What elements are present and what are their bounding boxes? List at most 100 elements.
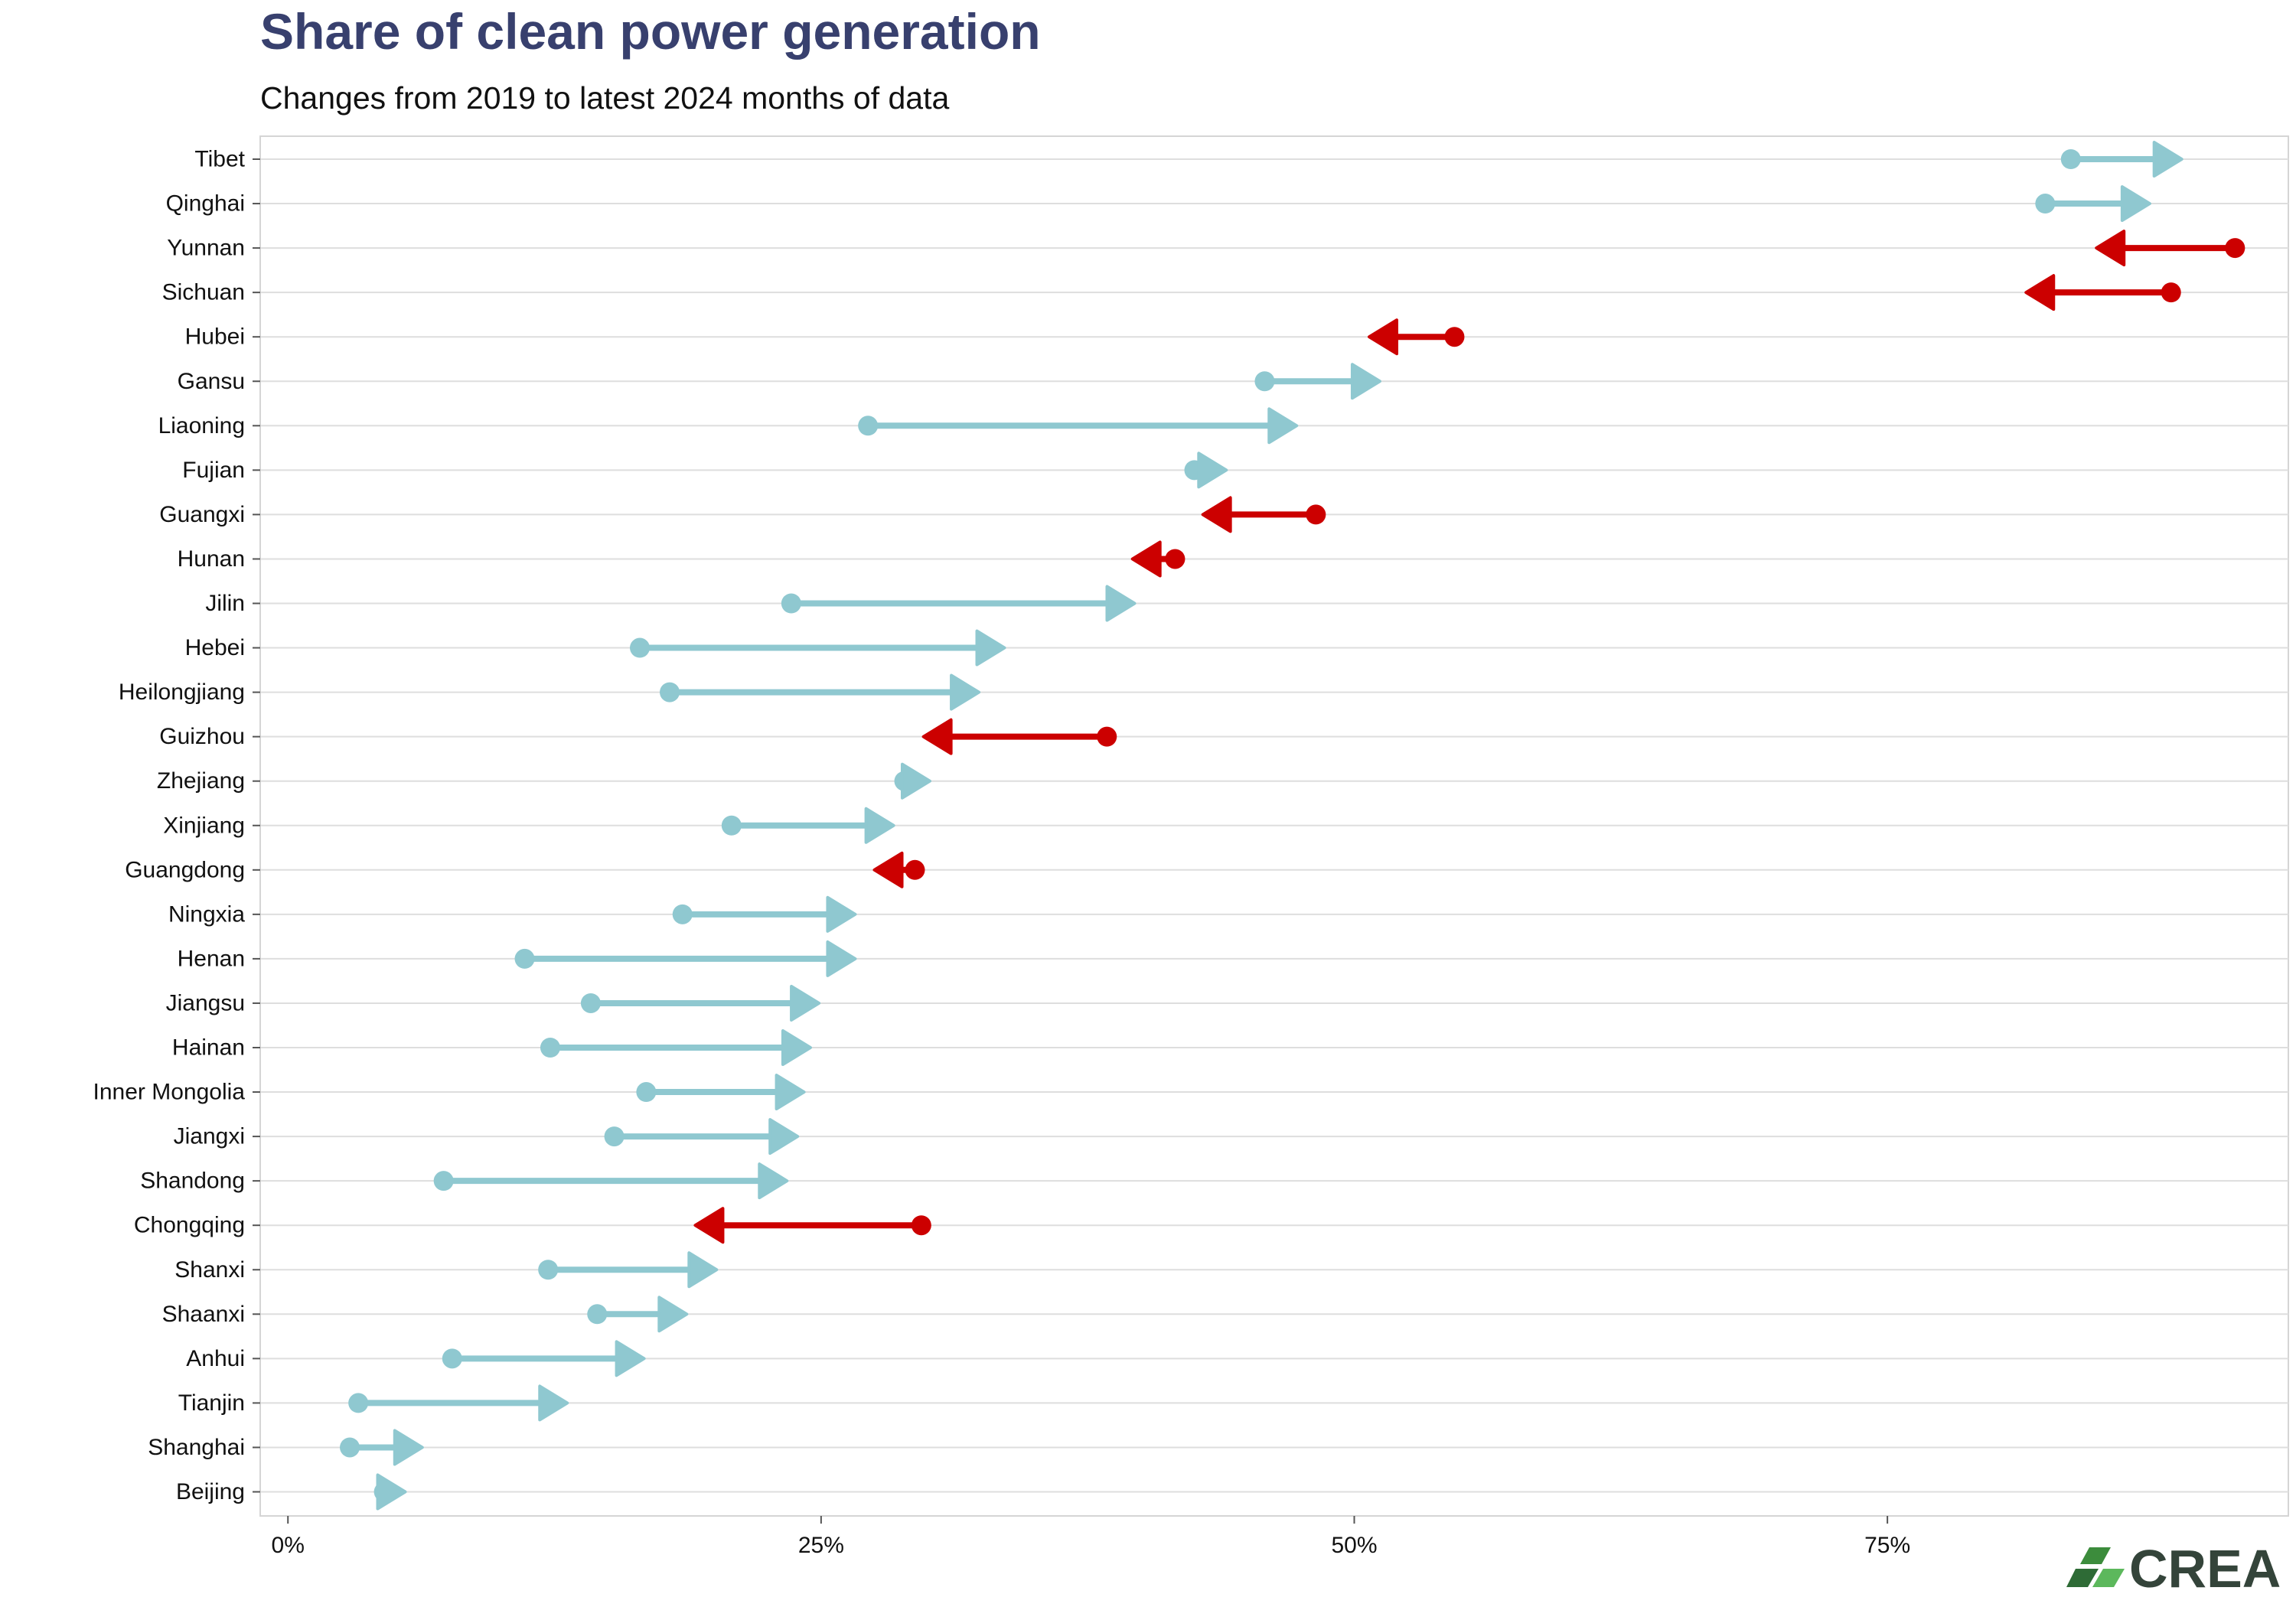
y-label: Zhejiang — [157, 768, 245, 794]
arrow-head — [1368, 318, 1398, 356]
arrow-guizhou — [921, 718, 1117, 755]
start-point — [660, 682, 680, 702]
arrow-head — [2095, 230, 2126, 267]
arrows — [340, 141, 2245, 1511]
y-label: Inner Mongolia — [93, 1080, 246, 1105]
start-point — [672, 904, 693, 924]
start-point — [1165, 549, 1186, 569]
start-point — [630, 637, 651, 658]
arrow-liaoning — [858, 407, 1299, 445]
arrow-head — [2024, 274, 2056, 311]
arrow-hubei — [1368, 318, 1465, 356]
start-point — [1306, 504, 1326, 525]
arrow-head — [921, 718, 953, 755]
y-label: Heilongjiang — [119, 680, 245, 705]
arrow-head — [693, 1207, 725, 1244]
start-point — [433, 1171, 454, 1191]
arrow-shandong — [433, 1162, 789, 1200]
start-point — [911, 1215, 931, 1236]
x-label: 75% — [1864, 1533, 1910, 1558]
y-label: Jiangxi — [174, 1124, 245, 1149]
start-point — [348, 1393, 369, 1413]
start-point — [2060, 149, 2081, 169]
arrow-jilin — [781, 585, 1137, 622]
start-point — [905, 859, 925, 880]
arrow-head — [615, 1340, 646, 1377]
y-label: Qinghai — [166, 191, 245, 217]
arrow-head — [1350, 363, 1381, 400]
y-axis-labels: Tibet Qinghai Yunnan Sichuan Hubei Gansu Liaon… — [93, 147, 260, 1504]
arrow-head — [1105, 585, 1137, 622]
arrow-shaanxi — [587, 1296, 689, 1333]
arrow-zhejiang — [894, 762, 931, 800]
start-point — [721, 815, 742, 836]
arrow-tibet — [2060, 141, 2183, 178]
arrow-head — [1267, 407, 1299, 445]
arrow-head — [975, 629, 1006, 667]
arrow-head — [781, 1029, 812, 1066]
x-label: 25% — [798, 1533, 844, 1558]
start-point — [781, 593, 801, 614]
start-point — [514, 948, 535, 969]
arrow-head — [687, 1251, 719, 1289]
arrow-inner-mongolia — [636, 1074, 806, 1111]
y-label: Jilin — [205, 591, 245, 616]
y-label: Guizhou — [159, 724, 245, 749]
arrow-head — [1130, 540, 1162, 578]
arrow-heilongjiang — [660, 673, 981, 711]
arrow-head — [2120, 185, 2151, 223]
start-point — [540, 1038, 560, 1058]
logo-mark-icon-3 — [2066, 1569, 2099, 1587]
y-label: Shaanxi — [162, 1302, 245, 1327]
y-label: Beijing — [176, 1479, 245, 1504]
start-point — [2035, 194, 2056, 214]
arrow-head — [826, 895, 857, 933]
arrow-shanxi — [538, 1251, 719, 1289]
y-label: Tibet — [194, 147, 245, 172]
arrow-head — [2152, 141, 2183, 178]
start-point — [2161, 282, 2181, 303]
arrow-head — [900, 762, 931, 800]
arrow-head — [393, 1429, 424, 1466]
arrow-hainan — [540, 1029, 812, 1066]
y-label: Yunnan — [167, 236, 245, 261]
y-label: Xinjiang — [163, 813, 245, 838]
y-label: Shandong — [140, 1169, 245, 1194]
arrow-head — [768, 1118, 800, 1156]
y-label: Liaoning — [158, 413, 245, 438]
start-point — [340, 1437, 360, 1458]
arrow-head — [864, 807, 895, 844]
y-label: Hebei — [185, 635, 245, 660]
chart-title: Share of clean power generation — [260, 3, 1041, 60]
start-point — [1254, 371, 1275, 392]
start-point — [2225, 238, 2245, 259]
start-point — [538, 1260, 559, 1280]
start-point — [1444, 327, 1465, 347]
y-label: Hainan — [172, 1035, 245, 1061]
start-point — [604, 1126, 625, 1147]
arrow-head — [538, 1384, 569, 1422]
arrow-tianjin — [348, 1384, 569, 1422]
arrow-head — [1201, 496, 1232, 533]
arrow-ningxia — [672, 895, 857, 933]
arrow-head — [775, 1074, 806, 1111]
arrow-beijing — [373, 1473, 407, 1511]
arrow-hunan — [1130, 540, 1186, 578]
y-label: Hubei — [185, 324, 245, 350]
y-label: Ningxia — [168, 901, 245, 927]
gridlines — [260, 158, 2288, 1493]
start-point — [587, 1304, 608, 1325]
logo-text: CREA — [2129, 1539, 2281, 1599]
logo-mark-icon — [2080, 1547, 2111, 1564]
arrow-head — [826, 940, 857, 977]
arrow-jiangsu — [580, 984, 821, 1022]
arrow-head — [790, 984, 821, 1022]
crea-logo: CREA — [2066, 1539, 2281, 1599]
arrow-chongqing — [693, 1207, 931, 1244]
logo-mark-icon-2 — [2092, 1569, 2125, 1587]
start-point — [1097, 726, 1117, 747]
arrow-sichuan — [2024, 274, 2181, 311]
arrow-fujian — [1184, 451, 1228, 489]
start-point — [580, 993, 601, 1013]
